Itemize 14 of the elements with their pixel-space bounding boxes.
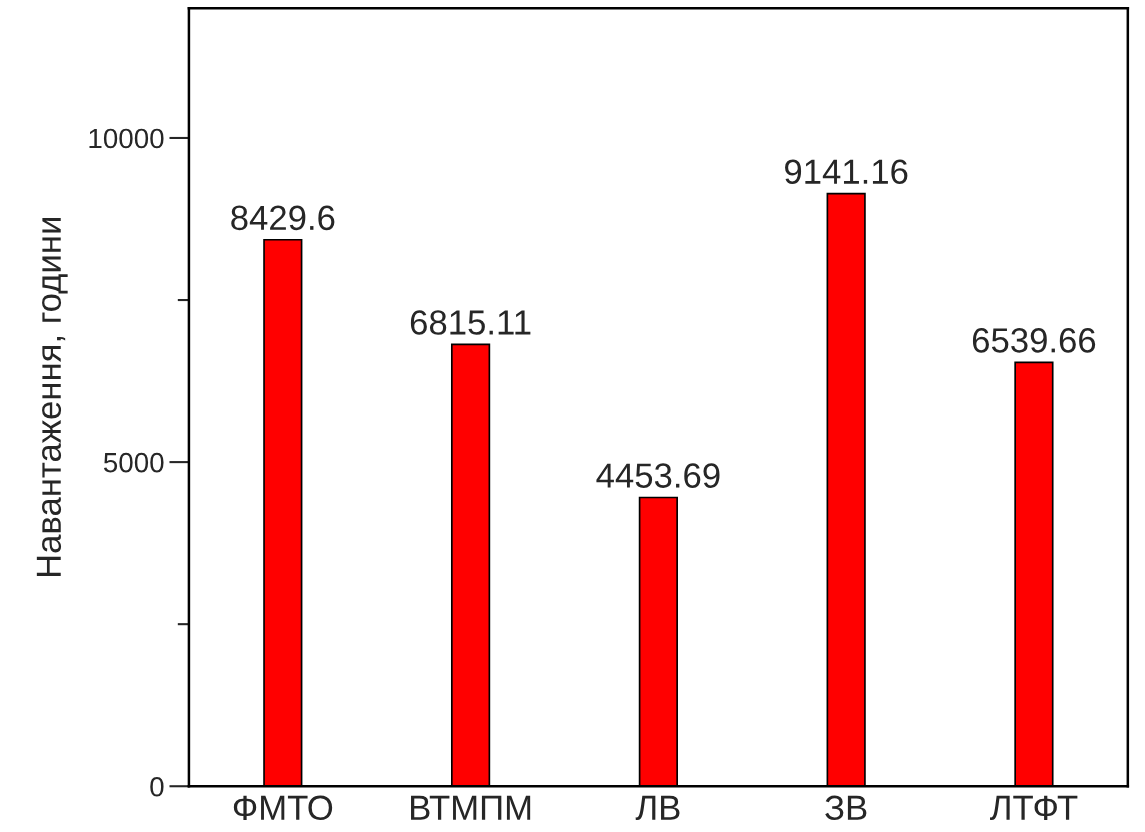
data-label: 6815.11: [410, 310, 531, 335]
x-tick-label: ЗВ: [825, 795, 867, 821]
data-label: 8429.6: [231, 205, 335, 231]
x-tick-label: ФМТО: [233, 795, 333, 821]
y-tick-label: 10000: [89, 128, 164, 149]
y-tick-label: 0: [150, 776, 164, 797]
data-label: 4453.69: [596, 463, 720, 488]
y-tick-label: 5000: [103, 452, 164, 473]
y-axis-title: Навантаження, години: [36, 217, 68, 577]
x-tick-label: ЛВ: [635, 795, 680, 821]
x-tick-label: ВТМПМ: [411, 795, 531, 820]
data-label: 6539.66: [972, 328, 1096, 353]
x-tick-label: ЛТФТ: [990, 795, 1078, 821]
data-label: 9141.16: [785, 159, 908, 185]
